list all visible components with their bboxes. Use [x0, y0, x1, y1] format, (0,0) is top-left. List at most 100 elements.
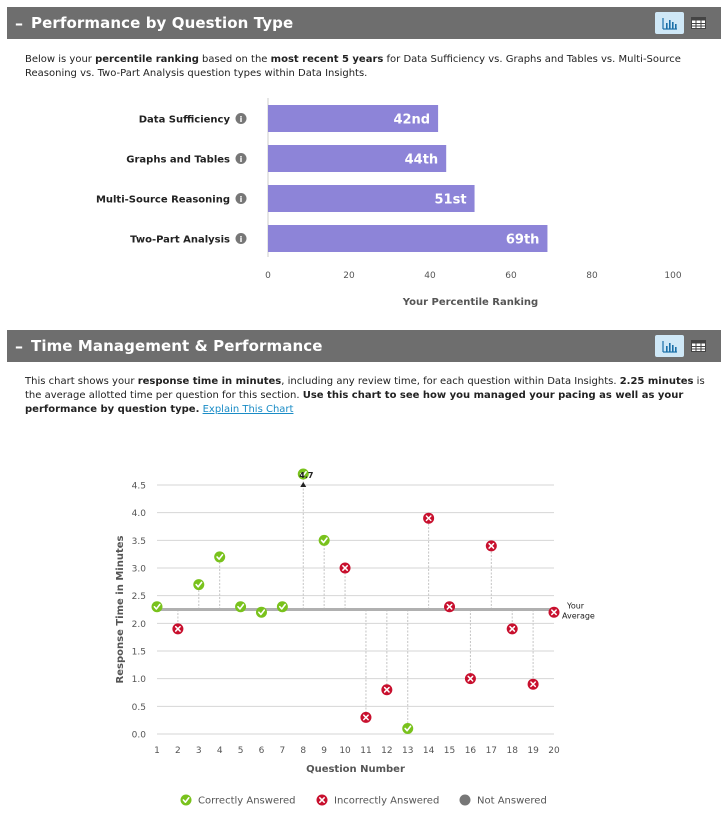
panel1-description: Below is your percentile ranking based o…	[25, 53, 705, 81]
view-toggle	[655, 335, 713, 357]
check-mark	[153, 603, 161, 610]
bar-value-label: 44th	[405, 153, 439, 168]
desc-bold: response time in minutes	[137, 376, 282, 387]
average-label: Your	[566, 602, 585, 611]
x-tick-label: 14	[423, 746, 435, 756]
info-icon: i	[235, 193, 247, 204]
x-tick-label: 20	[548, 746, 560, 756]
x-mark	[467, 675, 474, 682]
check-mark	[216, 553, 224, 560]
overflow-arrow	[300, 482, 307, 487]
x-tick-label: 5	[238, 746, 244, 756]
info-icon-circle	[235, 233, 247, 244]
legend-incorrect-icon	[316, 794, 328, 806]
table-icon	[691, 17, 706, 29]
x-tick-label: 6	[259, 746, 265, 756]
x-mark	[362, 714, 369, 721]
x-mark	[383, 686, 390, 693]
legend-correct-icon	[180, 794, 192, 806]
x-tick-label: 8	[300, 746, 306, 756]
x-tick-label: 9	[321, 746, 327, 756]
x-tick-label: 80	[586, 271, 598, 281]
y-tick-label: 2.5	[132, 592, 146, 602]
category-label: Two-Part Analysis	[130, 235, 230, 246]
x-axis-title: Question Number	[306, 764, 405, 775]
table-view-button[interactable]	[684, 335, 713, 357]
data-point-incorrect	[485, 540, 497, 552]
x-mark	[551, 609, 557, 616]
legend-label: Correctly Answered	[198, 796, 296, 807]
chart-view-button[interactable]	[655, 335, 684, 357]
y-tick-label: 1.0	[132, 675, 147, 685]
collapse-icon[interactable]: –	[15, 13, 23, 33]
marker-circle	[402, 722, 414, 734]
response-time-chart: 0.0 0.5 1.0 1.5 2.0 2.5 3.0 3.5 4.0 4.5 Response T…	[115, 468, 595, 807]
x-mark	[509, 625, 516, 632]
info-icon-circle	[235, 153, 247, 164]
x-tick-label: 3	[196, 746, 202, 756]
panel2-description: This chart shows your response time in m…	[25, 375, 705, 417]
data-point-correct	[214, 551, 226, 563]
marker-circle	[318, 534, 330, 546]
data-point-correct	[318, 534, 330, 546]
marker-circle	[214, 551, 226, 563]
x-tick-label: 13	[402, 746, 413, 756]
check-mark	[320, 537, 328, 544]
data-point-incorrect	[527, 678, 539, 690]
y-tick-label: 1.5	[132, 648, 146, 658]
check-mark	[299, 471, 307, 477]
x-tick-label: 1	[154, 746, 160, 756]
panel-title: Performance by Question Type	[31, 14, 294, 32]
data-point-incorrect	[548, 606, 560, 618]
data-point-correct	[297, 468, 309, 480]
marker-circle	[255, 606, 267, 618]
chart-view-button[interactable]	[655, 12, 684, 34]
y-tick-label: 4.0	[132, 509, 147, 519]
marker-circle	[193, 579, 205, 591]
x-tick-label: 17	[486, 746, 497, 756]
x-tick-label: 15	[444, 746, 455, 756]
data-point-correct	[193, 579, 205, 591]
bar	[268, 185, 475, 212]
bar-value-label: 51st	[435, 193, 467, 208]
x-tick-label: 0	[265, 271, 271, 281]
table-view-button[interactable]	[684, 12, 713, 34]
data-point-incorrect	[423, 512, 435, 524]
x-tick-label: 19	[527, 746, 539, 756]
info-icon: i	[235, 153, 247, 164]
bar-chart-icon	[661, 17, 677, 30]
bar-chart-icon	[661, 340, 677, 353]
x-mark	[446, 603, 453, 610]
x-tick-label: 40	[424, 271, 436, 281]
desc-text: Below is your	[25, 54, 96, 65]
x-tick-label: 11	[360, 746, 371, 756]
bar	[268, 145, 447, 172]
panel-header-question-type: – Performance by Question Type	[7, 7, 721, 39]
y-tick-label: 0.0	[132, 731, 147, 741]
marker-circle	[151, 601, 163, 613]
data-point-correct	[255, 606, 267, 618]
explain-chart-link[interactable]: Explain This Chart	[202, 404, 294, 415]
y-tick-label: 2.0	[132, 620, 147, 630]
check-mark	[182, 797, 190, 803]
desc-bold: percentile ranking	[95, 54, 199, 65]
check-mark	[195, 581, 203, 588]
percentile-bar-chart: Data Sufficiency i 42nd Graphs and Tables i 4…	[96, 98, 682, 308]
collapse-icon[interactable]: –	[15, 336, 23, 356]
y-tick-label: 4.5	[132, 482, 146, 492]
data-point-correct	[402, 722, 414, 734]
category-label: Graphs and Tables	[126, 155, 230, 166]
info-icon-glyph: i	[240, 235, 243, 244]
category-label: Data Sufficiency	[139, 115, 231, 126]
x-tick-label: 18	[506, 746, 518, 756]
desc-bold: Use this chart to see how you managed yo…	[25, 390, 684, 415]
panel-title: Time Management & Performance	[31, 337, 323, 355]
data-point-incorrect	[360, 711, 372, 723]
check-mark	[278, 603, 286, 610]
check-mark	[258, 609, 266, 616]
y-axis-title: Response Time in Minutes	[115, 536, 126, 684]
data-point-correct	[276, 601, 288, 613]
category-label: Multi-Source Reasoning	[96, 195, 230, 206]
x-mark	[342, 565, 349, 571]
y-tick-label: 3.5	[132, 537, 146, 547]
